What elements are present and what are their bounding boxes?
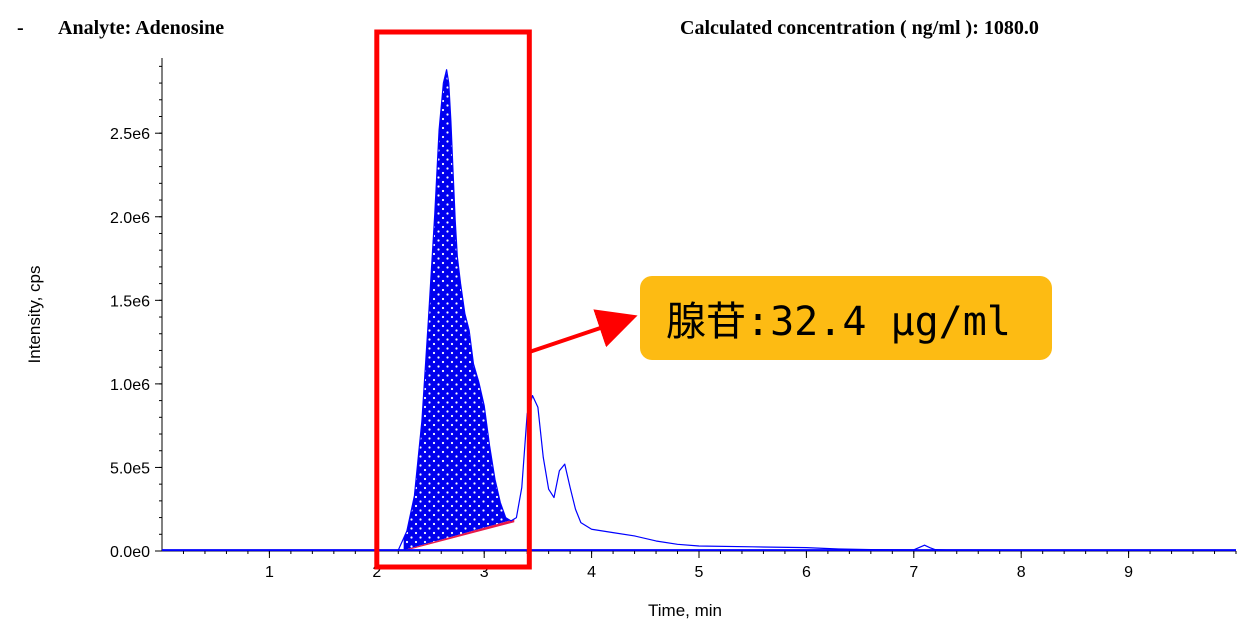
x-tick-label: 2 <box>372 564 381 581</box>
integrated-peak-area <box>403 72 515 551</box>
peak-baseline <box>403 519 515 552</box>
x-tick-label: 5 <box>695 564 704 581</box>
x-tick-label: 3 <box>480 564 489 581</box>
y-axis-title: Intensity, cps <box>25 266 44 364</box>
annotation-layer <box>374 29 638 570</box>
x-tick-label: 7 <box>909 564 918 581</box>
callout-arrow <box>528 309 638 354</box>
header-bullet: - <box>17 17 24 39</box>
x-tick-label: 6 <box>802 564 811 581</box>
y-tick-label: 5.0e5 <box>110 460 150 477</box>
peak-highlight-box <box>374 29 532 570</box>
callout-text: 腺苷:32.4 μg/ml <box>666 299 1011 345</box>
y-tick-label: 2.0e6 <box>110 210 150 227</box>
x-tick-label: 8 <box>1017 564 1026 581</box>
x-tick-label: 9 <box>1124 564 1133 581</box>
x-tick-label: 4 <box>587 564 596 581</box>
concentration-callout: 腺苷:32.4 μg/ml <box>640 276 1052 360</box>
y-tick-label: 0.0e0 <box>110 544 150 561</box>
y-tick-label: 1.0e6 <box>110 377 150 394</box>
y-tick-label: 2.5e6 <box>110 126 150 143</box>
y-tick-label: 1.5e6 <box>110 293 150 310</box>
calculated-concentration: Calculated concentration ( ng/ml ): 1080… <box>680 17 1039 39</box>
analyte-title: Analyte: Adenosine <box>58 17 225 39</box>
x-axis-title: Time, min <box>648 601 722 620</box>
x-tick-label: 1 <box>265 564 274 581</box>
